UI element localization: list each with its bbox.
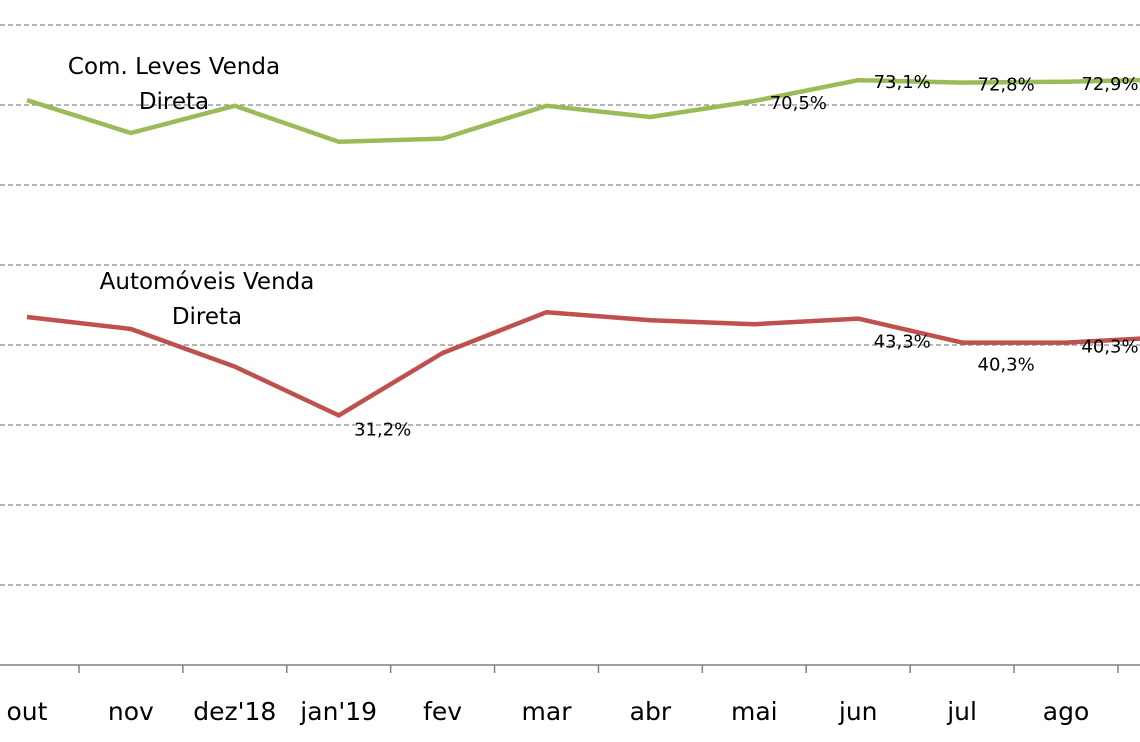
data-label: 43,3% — [874, 332, 931, 353]
data-label: 40,3% — [978, 355, 1035, 376]
data-label: 31,2% — [354, 419, 411, 440]
x-axis-ticks — [78, 665, 1119, 673]
x-tick-label: out — [7, 697, 48, 726]
data-label: 73,1% — [874, 72, 931, 93]
x-tick-label: jan'19 — [299, 697, 377, 726]
data-label: 72,8% — [978, 75, 1035, 96]
data-label: 40,3% — [1081, 337, 1138, 358]
gridlines — [0, 24, 1140, 666]
x-tick-label: jun — [838, 697, 878, 726]
x-tick-label: mai — [731, 697, 778, 726]
x-tick-label: fev — [423, 697, 462, 726]
x-axis-labels: out nov dez'18 jan'19 fev mar abr mai jun jul ago — [7, 697, 1090, 726]
series-title-com-leves: Com. Leves Venda — [68, 54, 280, 80]
series-lines — [26, 77, 1140, 418]
data-label: 70,5% — [770, 93, 827, 114]
x-tick-label: dez'18 — [193, 697, 276, 726]
x-tick-label: mar — [522, 697, 573, 726]
x-tick-label: abr — [630, 697, 672, 726]
series-title-com-leves-line2: Direta — [139, 89, 209, 115]
series-line-0 — [26, 77, 1140, 145]
x-tick-label: nov — [108, 697, 154, 726]
series-title-automoveis: Automóveis Venda — [100, 269, 315, 295]
x-tick-label: jul — [946, 697, 977, 726]
data-labels: 70,5% 73,1% 72,8% 72,9% 31,2% 43,3% 40,3% 40,3% — [354, 72, 1138, 440]
x-tick-label: ago — [1043, 697, 1089, 726]
series-line-1 — [26, 309, 1140, 418]
data-label: 72,9% — [1081, 74, 1138, 95]
series-title-automoveis-line2: Direta — [172, 304, 242, 330]
